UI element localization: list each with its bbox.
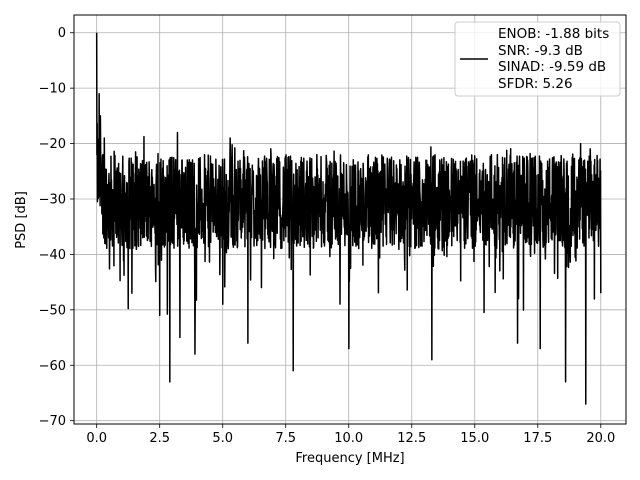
legend-sfdr: SFDR: 5.26 — [498, 76, 573, 92]
legend-box — [454, 21, 621, 97]
y-tick-label: −50 — [39, 303, 66, 318]
legend: ENOB: -1.88 bits SNR: -9.3 dB SINAD: -9.… — [454, 21, 621, 97]
x-axis-label: Frequency [MHz] — [295, 451, 404, 466]
axes-frame — [73, 14, 627, 425]
x-tick-label: 17.5 — [523, 431, 552, 446]
plot-area — [95, 32, 602, 405]
x-tick-label: 2.5 — [149, 431, 170, 446]
x-tick-label: 10.0 — [334, 431, 363, 446]
x-tick-label: 5.0 — [212, 431, 233, 446]
legend-snr: SNR: -9.3 dB — [498, 43, 583, 59]
x-tick-label: 12.5 — [397, 431, 426, 446]
x-tick-label: 0.0 — [86, 431, 107, 446]
y-tick-label: −70 — [39, 414, 66, 429]
y-tick-label: −40 — [39, 248, 66, 263]
x-tick-label: 7.5 — [275, 431, 296, 446]
series-psd-line — [95, 32, 602, 405]
x-tick-label: 15.0 — [460, 431, 489, 446]
legend-enob: ENOB: -1.88 bits — [498, 26, 609, 42]
y-axis-ticks: 0 −10 −20 −30 −40 −50 −60 −70 — [39, 26, 74, 429]
y-tick-label: 0 — [58, 26, 66, 41]
legend-sinad: SINAD: -9.59 dB — [498, 59, 606, 75]
x-axis-ticks: 0.0 2.5 5.0 7.5 10.0 12.5 15.0 17.5 20.0 — [86, 424, 615, 446]
y-axis-label: PSD [dB] — [14, 191, 29, 249]
y-tick-label: −60 — [39, 359, 66, 374]
y-tick-label: −10 — [39, 82, 66, 97]
y-tick-label: −20 — [39, 137, 66, 152]
y-tick-label: −30 — [39, 192, 66, 207]
x-tick-label: 20.0 — [586, 431, 615, 446]
